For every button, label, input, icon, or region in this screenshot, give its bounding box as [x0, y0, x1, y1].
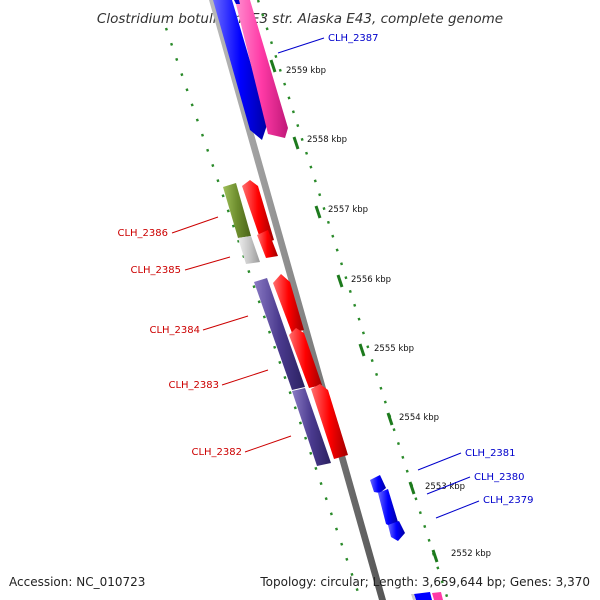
genome-title: Clostridium botulinum E3 str. Alaska E43… — [97, 11, 503, 27]
scale-label: 2554 kbp — [399, 413, 439, 423]
gene-feature-red-clh2384 — [273, 274, 304, 333]
leader-clh2382 — [244, 435, 292, 453]
gene-feature-pink-bottom — [432, 592, 443, 600]
gene-feature-blue-clh2380 — [378, 489, 398, 527]
gene-feature-blue-small-top — [234, 0, 240, 4]
gene-feature-pink-clh2387 — [235, 0, 288, 138]
leader-clh2386 — [171, 216, 219, 234]
gene-label-clh2382[interactable]: CLH_2382 — [191, 447, 242, 458]
scale-label: 2559 kbp — [286, 66, 326, 76]
gene-labels: CLH_2387 CLH_2386 CLH_2385 CLH_2384 CLH_… — [117, 33, 533, 506]
gene-feature-blue-top — [213, 0, 268, 140]
scale-label: 2556 kbp — [351, 275, 391, 285]
gene-feature-gray-bottom — [411, 594, 416, 600]
leader-clh2385 — [184, 256, 231, 271]
leader-clh2383 — [221, 369, 269, 386]
scale-label: 2558 kbp — [307, 135, 347, 145]
gene-feature-olive-clh2386 — [223, 183, 251, 238]
gene-label-clh2383[interactable]: CLH_2383 — [168, 380, 219, 391]
major-ticks — [269, 59, 439, 563]
gene-feature-blue-clh2379 — [388, 521, 405, 541]
leader-clh2380 — [426, 476, 471, 495]
leader-clh2379 — [435, 500, 480, 519]
gene-label-clh2385[interactable]: CLH_2385 — [130, 265, 181, 276]
leader-clh2384 — [202, 315, 249, 331]
topology-text: Topology: circular; Length: 3,659,644 bp… — [259, 575, 590, 589]
scale-labels: 2559 kbp 2558 kbp 2557 kbp 2556 kbp 2555… — [286, 66, 491, 559]
gene-feature-red-clh2385 — [257, 230, 278, 258]
gene-label-clh2386[interactable]: CLH_2386 — [117, 228, 168, 239]
gene-label-leaders — [171, 37, 480, 519]
outer-tick-ring — [256, 0, 450, 600]
gene-feature-blue-bottom — [414, 592, 432, 600]
gene-label-clh2381[interactable]: CLH_2381 — [465, 448, 516, 459]
gene-label-clh2379[interactable]: CLH_2379 — [483, 495, 534, 506]
gene-feature-red-clh2383 — [289, 328, 322, 388]
gene-feature-purple-clh2384 — [254, 278, 305, 390]
accession-text: Accession: NC_010723 — [9, 575, 145, 589]
scale-label: 2552 kbp — [451, 549, 491, 559]
scale-label: 2557 kbp — [328, 205, 368, 215]
leader-clh2381 — [417, 452, 462, 471]
scale-label: 2555 kbp — [374, 344, 414, 354]
gene-label-clh2387[interactable]: CLH_2387 — [328, 33, 379, 44]
gene-label-clh2384[interactable]: CLH_2384 — [149, 325, 200, 336]
leader-clh2387 — [277, 37, 325, 54]
gene-feature-blue-clh2381 — [370, 475, 386, 493]
gene-feature-red-clh2382 — [311, 384, 348, 459]
genome-backbone — [209, 0, 386, 600]
gene-label-clh2380[interactable]: CLH_2380 — [474, 472, 525, 483]
gene-feature-red-clh2386 — [242, 180, 274, 244]
gene-feature-purple-clh2382 — [292, 388, 331, 466]
gene-feature-gray-clh2386 — [238, 236, 260, 264]
